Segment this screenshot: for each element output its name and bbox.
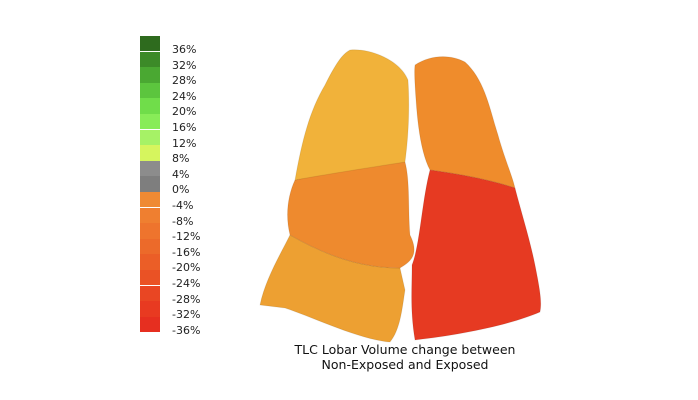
legend-swatch xyxy=(140,160,160,177)
legend-label: -20% xyxy=(172,261,201,275)
legend-swatch xyxy=(140,51,160,67)
legend-label: 0% xyxy=(172,183,190,197)
legend-swatch xyxy=(140,98,160,114)
legend-swatch xyxy=(140,238,160,255)
caption-line-1: TLC Lobar Volume change between xyxy=(294,342,516,357)
legend-swatch xyxy=(140,176,160,192)
legend-label: 36% xyxy=(172,43,197,56)
legend-label: 32% xyxy=(172,58,197,72)
legend-swatch xyxy=(140,82,160,99)
legend-label: -28% xyxy=(172,292,201,306)
legend-swatch xyxy=(140,207,160,223)
legend-swatch xyxy=(140,301,160,317)
legend-swatch xyxy=(140,192,160,208)
legend-label: -8% xyxy=(172,214,194,228)
legend-swatch xyxy=(140,36,160,52)
right-upper-lobe xyxy=(294,49,410,181)
left-lower-lobe xyxy=(411,169,542,341)
legend-label: 24% xyxy=(172,89,197,103)
legend-swatch xyxy=(140,145,160,161)
legend-label: 8% xyxy=(172,152,190,166)
caption-line-2: Non-Exposed and Exposed xyxy=(321,357,489,372)
legend-label: -24% xyxy=(172,277,201,290)
legend-label: -16% xyxy=(172,245,201,259)
legend-label: 4% xyxy=(172,167,190,181)
legend-swatch xyxy=(140,285,160,301)
legend-swatch xyxy=(140,270,160,286)
legend-label: -12% xyxy=(172,230,201,244)
lung-lobar-rendering xyxy=(259,49,542,343)
figure-caption: TLC Lobar Volume change between Non-Expo… xyxy=(240,342,570,372)
legend-swatch xyxy=(140,254,160,270)
legend-swatch xyxy=(140,67,160,83)
legend-swatch xyxy=(140,316,160,333)
legend-label: 28% xyxy=(172,74,197,88)
airway-gap xyxy=(407,168,422,192)
legend-label: 16% xyxy=(172,121,197,134)
legend-label: 20% xyxy=(172,105,197,119)
legend-label: 12% xyxy=(172,136,197,150)
legend-label: -32% xyxy=(172,308,201,322)
legend-swatch xyxy=(140,223,160,239)
legend-label: -4% xyxy=(172,199,194,212)
legend-swatch xyxy=(140,129,160,145)
legend-label: -36% xyxy=(172,323,201,337)
legend-swatch xyxy=(140,114,160,130)
left-upper-lobe xyxy=(414,56,516,189)
